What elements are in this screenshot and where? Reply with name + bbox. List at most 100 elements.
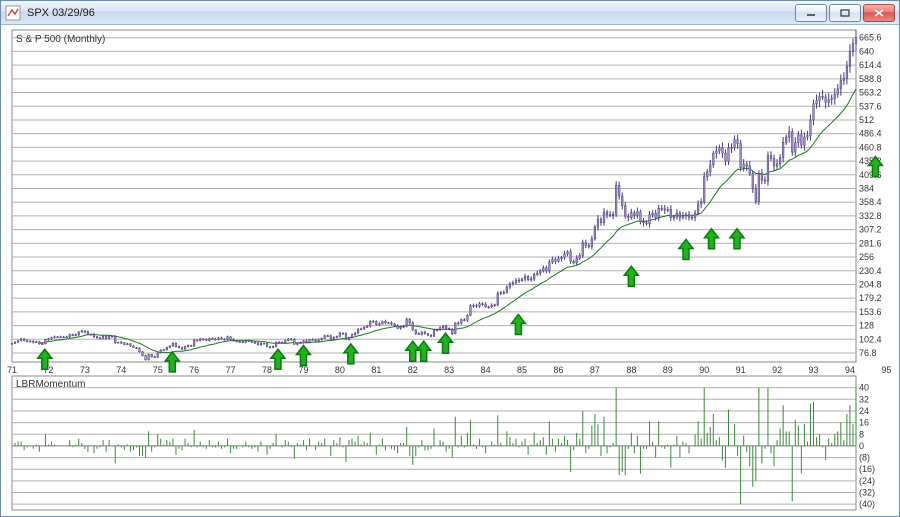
y-tick-label: 230.4	[859, 266, 882, 276]
candle-body	[17, 341, 19, 343]
candle-body	[445, 326, 447, 328]
candle-body	[424, 332, 426, 334]
candle-body	[561, 258, 563, 259]
candle-body	[794, 142, 796, 152]
candle-body	[260, 343, 262, 345]
candle-body	[691, 217, 693, 218]
candle-body	[755, 189, 757, 202]
candle-body	[770, 156, 772, 159]
candle-body	[527, 276, 529, 279]
x-tick-label: 77	[226, 365, 236, 375]
candle-body	[849, 51, 851, 66]
candle-body	[221, 338, 223, 339]
candle-body	[309, 340, 311, 343]
y-tick-label: (40)	[859, 499, 875, 509]
candle-body	[552, 259, 554, 262]
candle-body	[90, 334, 92, 335]
candle-body	[157, 353, 159, 357]
candle-body	[142, 352, 144, 356]
x-tick-label: 73	[80, 365, 90, 375]
y-tick-label: 332.8	[859, 211, 882, 221]
y-tick-label: 16	[859, 418, 869, 428]
y-tick-label: 384	[859, 184, 874, 194]
candle-body	[703, 177, 705, 202]
candle-body	[45, 340, 47, 344]
candle-body	[330, 336, 332, 340]
close-button[interactable]	[863, 4, 895, 22]
candle-body	[658, 208, 660, 217]
minimize-button[interactable]	[795, 4, 827, 22]
candle-body	[791, 132, 793, 152]
candle-body	[494, 305, 496, 306]
y-tick-label: 588.8	[859, 74, 882, 84]
candle-body	[148, 355, 150, 360]
candle-body	[51, 337, 53, 339]
candle-body	[785, 137, 787, 142]
candle-body	[172, 343, 174, 346]
candle-body	[752, 174, 754, 189]
candle-body	[81, 331, 83, 332]
candle-body	[224, 339, 226, 340]
y-tick-label: 153.6	[859, 307, 882, 317]
candle-body	[48, 339, 50, 340]
candle-body	[400, 327, 402, 328]
chart-area[interactable]: 665.6640614.4588.8563.2537.6512486.4460.…	[2, 26, 898, 515]
candle-body	[379, 324, 381, 325]
titlebar[interactable]: SPX 03/29/96	[1, 1, 899, 25]
candle-body	[837, 89, 839, 94]
candle-body	[412, 323, 414, 330]
candle-body	[518, 280, 520, 281]
candle-body	[60, 337, 62, 338]
candle-body	[430, 335, 432, 336]
candle-body	[272, 346, 274, 347]
candle-body	[694, 213, 696, 217]
candle-body	[108, 336, 110, 338]
indicator-label: LBRMomentum	[16, 379, 85, 390]
candle-body	[415, 330, 417, 334]
y-tick-label: (24)	[859, 476, 875, 486]
app-icon	[5, 5, 21, 21]
candle-body	[737, 140, 739, 144]
candle-body	[649, 215, 651, 224]
candle-body	[333, 337, 335, 339]
candle-body	[294, 340, 296, 345]
x-tick-label: 82	[408, 365, 418, 375]
maximize-button[interactable]	[829, 4, 861, 22]
candle-body	[609, 215, 611, 216]
candle-body	[460, 320, 462, 324]
candle-body	[618, 185, 620, 196]
y-tick-label: 358.4	[859, 197, 882, 207]
candle-body	[23, 339, 25, 341]
candle-body	[199, 339, 201, 341]
candle-body	[612, 214, 614, 215]
candle-body	[673, 217, 675, 218]
candle-body	[564, 254, 566, 258]
candle-body	[251, 341, 253, 342]
candle-body	[457, 323, 459, 324]
candle-body	[807, 135, 809, 137]
candle-body	[184, 346, 186, 349]
candle-body	[634, 213, 636, 216]
candle-body	[515, 280, 517, 283]
candle-body	[312, 340, 314, 341]
candle-body	[542, 268, 544, 271]
x-tick-label: 75	[153, 365, 163, 375]
candle-body	[509, 284, 511, 287]
candle-body	[819, 96, 821, 100]
x-tick-label: 83	[444, 365, 454, 375]
candle-body	[725, 153, 727, 161]
y-tick-label: 8	[859, 429, 864, 439]
candle-body	[670, 209, 672, 217]
x-tick-label: 88	[626, 365, 636, 375]
candle-body	[212, 338, 214, 339]
x-tick-label: 86	[553, 365, 563, 375]
candle-body	[391, 323, 393, 324]
candle-body	[712, 153, 714, 165]
candle-body	[406, 319, 408, 326]
candle-body	[746, 164, 748, 166]
candle-body	[99, 338, 101, 339]
candle-body	[300, 343, 302, 344]
window-title: SPX 03/29/96	[27, 7, 795, 19]
candle-body	[688, 215, 690, 218]
candle-body	[843, 78, 845, 80]
